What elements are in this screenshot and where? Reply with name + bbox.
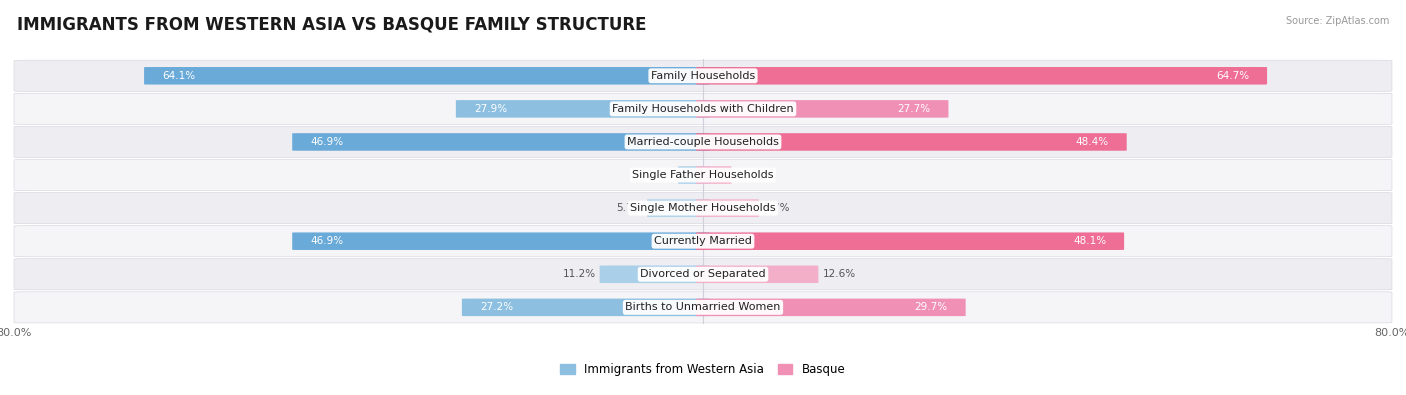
- Text: 2.1%: 2.1%: [647, 170, 673, 180]
- FancyBboxPatch shape: [14, 193, 1392, 224]
- FancyBboxPatch shape: [14, 160, 1392, 190]
- FancyBboxPatch shape: [292, 133, 710, 151]
- FancyBboxPatch shape: [696, 232, 1125, 250]
- Text: Family Households with Children: Family Households with Children: [612, 104, 794, 114]
- Legend: Immigrants from Western Asia, Basque: Immigrants from Western Asia, Basque: [561, 363, 845, 376]
- FancyBboxPatch shape: [696, 299, 966, 316]
- FancyBboxPatch shape: [696, 67, 1267, 85]
- FancyBboxPatch shape: [14, 226, 1392, 257]
- FancyBboxPatch shape: [292, 232, 710, 250]
- Text: 46.9%: 46.9%: [311, 236, 343, 246]
- Text: 11.2%: 11.2%: [562, 269, 596, 279]
- Text: Source: ZipAtlas.com: Source: ZipAtlas.com: [1285, 16, 1389, 26]
- Text: Births to Unmarried Women: Births to Unmarried Women: [626, 302, 780, 312]
- FancyBboxPatch shape: [14, 93, 1392, 124]
- Text: 64.1%: 64.1%: [162, 71, 195, 81]
- Text: Currently Married: Currently Married: [654, 236, 752, 246]
- FancyBboxPatch shape: [463, 299, 710, 316]
- Text: 5.7%: 5.7%: [616, 203, 643, 213]
- FancyBboxPatch shape: [696, 199, 759, 217]
- FancyBboxPatch shape: [14, 292, 1392, 323]
- Text: Married-couple Households: Married-couple Households: [627, 137, 779, 147]
- Text: Divorced or Separated: Divorced or Separated: [640, 269, 766, 279]
- Text: Single Father Households: Single Father Households: [633, 170, 773, 180]
- Text: 27.2%: 27.2%: [479, 302, 513, 312]
- Text: 2.5%: 2.5%: [735, 170, 762, 180]
- FancyBboxPatch shape: [456, 100, 710, 118]
- FancyBboxPatch shape: [599, 265, 710, 283]
- FancyBboxPatch shape: [14, 259, 1392, 290]
- FancyBboxPatch shape: [14, 126, 1392, 158]
- Text: 29.7%: 29.7%: [915, 302, 948, 312]
- FancyBboxPatch shape: [143, 67, 710, 85]
- Text: 48.4%: 48.4%: [1076, 137, 1109, 147]
- FancyBboxPatch shape: [696, 100, 949, 118]
- Text: Family Households: Family Households: [651, 71, 755, 81]
- Text: 5.7%: 5.7%: [763, 203, 790, 213]
- Text: 27.7%: 27.7%: [897, 104, 931, 114]
- Text: Single Mother Households: Single Mother Households: [630, 203, 776, 213]
- Text: 48.1%: 48.1%: [1073, 236, 1107, 246]
- Text: 64.7%: 64.7%: [1216, 71, 1249, 81]
- FancyBboxPatch shape: [647, 199, 710, 217]
- FancyBboxPatch shape: [696, 166, 731, 184]
- FancyBboxPatch shape: [696, 133, 1126, 151]
- Text: IMMIGRANTS FROM WESTERN ASIA VS BASQUE FAMILY STRUCTURE: IMMIGRANTS FROM WESTERN ASIA VS BASQUE F…: [17, 16, 647, 34]
- FancyBboxPatch shape: [14, 60, 1392, 91]
- Text: 27.9%: 27.9%: [474, 104, 508, 114]
- FancyBboxPatch shape: [696, 265, 818, 283]
- Text: 46.9%: 46.9%: [311, 137, 343, 147]
- Text: 12.6%: 12.6%: [823, 269, 856, 279]
- FancyBboxPatch shape: [678, 166, 710, 184]
